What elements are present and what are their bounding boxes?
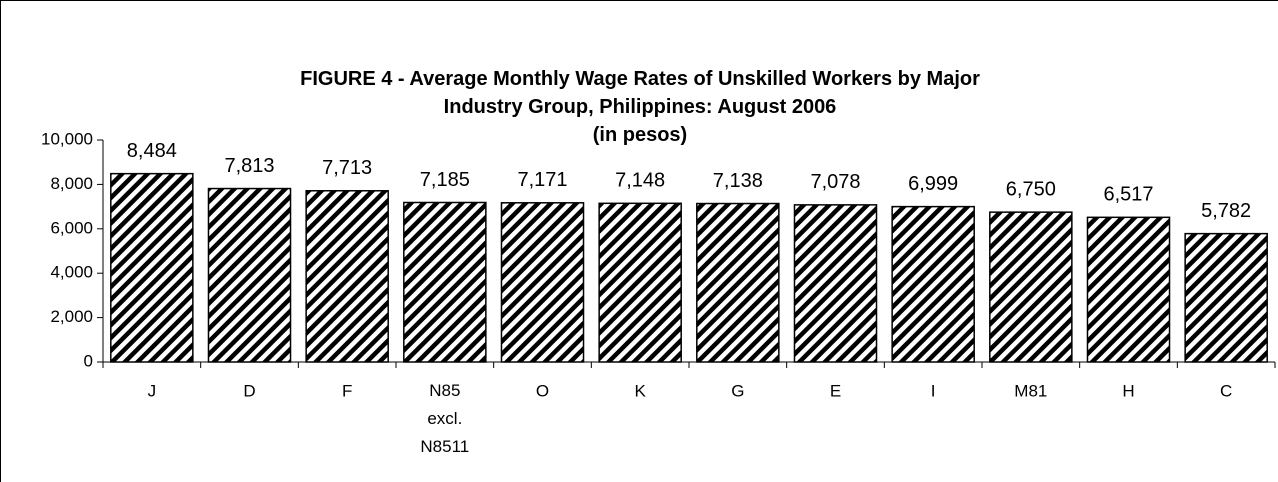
y-tick-label: 0 xyxy=(84,351,93,370)
x-tick-label: G xyxy=(731,381,744,400)
y-tick-label: 4,000 xyxy=(50,263,93,282)
value-label: 6,750 xyxy=(1006,178,1056,200)
bar xyxy=(403,201,487,363)
bar xyxy=(598,202,682,363)
value-label: 7,171 xyxy=(517,169,567,191)
bar xyxy=(989,211,1073,363)
chart-title: FIGURE 4 - Average Monthly Wage Rates of… xyxy=(300,68,980,146)
y-tick-label: 2,000 xyxy=(50,307,93,326)
x-tick-label: H xyxy=(1122,381,1134,400)
bar xyxy=(500,202,585,363)
bar xyxy=(110,172,194,363)
x-tick-label: J xyxy=(148,381,157,400)
bar xyxy=(1086,216,1171,363)
value-label: 7,078 xyxy=(810,171,860,193)
value-label: 6,517 xyxy=(1103,184,1153,206)
value-label: 8,484 xyxy=(127,140,177,162)
x-tick-label: K xyxy=(634,381,646,400)
y-tick-label: 8,000 xyxy=(50,174,93,193)
value-label: 6,999 xyxy=(908,173,958,195)
y-tick-label: 10,000 xyxy=(41,129,93,148)
x-tick-label: D xyxy=(243,381,255,400)
bar xyxy=(793,204,878,363)
x-tick-label: M81 xyxy=(1014,381,1047,400)
x-tick-label: O xyxy=(536,381,549,400)
x-tick-label: F xyxy=(342,381,352,400)
x-tick-label: C xyxy=(1220,381,1232,400)
value-label: 7,813 xyxy=(224,155,274,177)
bar xyxy=(696,202,780,363)
value-label: 7,185 xyxy=(420,169,470,191)
x-tick-label: N85 excl. N8511 xyxy=(420,381,469,456)
value-label: 7,138 xyxy=(713,170,763,192)
bar xyxy=(1184,232,1268,363)
bar xyxy=(305,190,389,363)
value-label: 7,148 xyxy=(615,170,665,192)
value-label: 7,713 xyxy=(322,157,372,179)
bar xyxy=(891,205,975,363)
x-tick-label: E xyxy=(830,381,841,400)
x-tick-label: I xyxy=(931,381,936,400)
bar xyxy=(207,187,292,363)
value-label: 5,782 xyxy=(1201,200,1251,222)
y-tick-label: 6,000 xyxy=(50,218,93,237)
